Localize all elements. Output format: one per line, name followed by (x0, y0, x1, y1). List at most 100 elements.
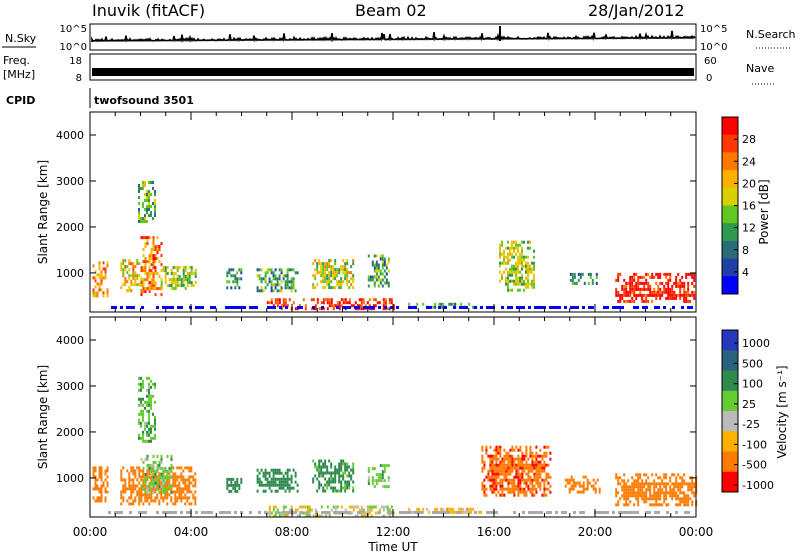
colorbar-swatch (722, 117, 738, 136)
data-cell (178, 266, 181, 269)
data-cell (480, 510, 483, 514)
data-cell (172, 481, 175, 485)
data-cell (182, 275, 185, 278)
data-cell (322, 489, 325, 493)
ground-scatter-cell (408, 511, 411, 514)
data-cell (375, 482, 378, 486)
data-cell (144, 260, 147, 264)
data-cell (352, 259, 355, 263)
data-cell (665, 287, 668, 291)
data-cell (106, 469, 109, 473)
data-cell (146, 275, 149, 279)
ground-scatter-cell (459, 511, 462, 514)
ground-scatter-cell (516, 306, 519, 309)
data-cell (523, 240, 525, 244)
data-cell (515, 469, 518, 473)
data-cell (150, 214, 152, 217)
ground-scatter-cell (531, 511, 534, 514)
data-cell (132, 265, 135, 269)
data-cell (226, 477, 229, 481)
ground-scatter-cell (444, 511, 447, 514)
data-cell (130, 496, 133, 500)
data-cell (513, 490, 516, 494)
data-cell (371, 479, 374, 483)
data-cell (316, 268, 319, 272)
data-cell (146, 205, 148, 208)
data-cell (174, 481, 177, 485)
data-cell (507, 288, 509, 292)
data-cell (543, 484, 546, 488)
data-cell (142, 484, 145, 488)
data-cell (521, 252, 523, 256)
data-cell (689, 299, 692, 303)
nsky-line (91, 30, 696, 43)
data-cell (637, 497, 640, 501)
data-cell (276, 304, 279, 308)
ground-scatter-cell (465, 306, 468, 309)
data-cell (132, 466, 135, 470)
data-cell (264, 474, 267, 478)
data-cell (238, 277, 241, 281)
data-cell (503, 475, 506, 479)
data-cell (659, 275, 662, 279)
data-cell (617, 500, 620, 504)
data-cell (144, 266, 147, 270)
data-cell (136, 283, 139, 287)
data-cell (106, 291, 109, 295)
data-cell (142, 412, 144, 416)
data-cell (338, 465, 341, 469)
data-cell (138, 418, 140, 422)
data-cell (286, 483, 289, 487)
ground-scatter-cell (300, 511, 303, 514)
data-cell (649, 284, 652, 288)
data-cell (531, 481, 534, 485)
data-cell (172, 484, 175, 488)
data-cell (434, 302, 437, 306)
data-cell (124, 490, 127, 494)
ground-scatter-cell (426, 306, 429, 309)
data-cell (625, 287, 628, 291)
data-cell (517, 258, 519, 262)
data-cell (132, 283, 135, 287)
ground-scatter-cell (573, 306, 576, 309)
ground-scatter-cell (645, 306, 648, 309)
data-cell (136, 262, 139, 266)
data-cell (226, 271, 229, 275)
data-cell (499, 451, 502, 455)
data-cell (669, 296, 672, 300)
nsky-panel-frame (89, 23, 697, 51)
data-cell (158, 287, 161, 291)
data-cell (525, 448, 528, 452)
data-cell (387, 476, 390, 480)
data-cell (517, 487, 520, 491)
data-cell (172, 502, 175, 506)
ground-scatter-cell (624, 511, 627, 514)
data-cell (314, 474, 317, 478)
data-cell (543, 481, 546, 485)
data-cell (150, 499, 153, 503)
data-cell (154, 293, 157, 297)
data-cell (316, 298, 319, 302)
data-cell (448, 507, 451, 511)
data-cell (495, 469, 498, 473)
data-cell (176, 284, 179, 287)
ground-scatter-cell (630, 511, 633, 514)
ground-scatter-cell (513, 511, 516, 514)
data-cell (330, 286, 333, 290)
data-cell (691, 275, 694, 279)
data-cell (527, 472, 530, 476)
data-cell (142, 487, 145, 491)
data-cell (286, 274, 289, 278)
ground-scatter-cell (162, 306, 165, 309)
data-cell (340, 459, 343, 463)
nave-label: Nave (746, 62, 774, 75)
data-cell (140, 475, 143, 479)
data-cell (164, 466, 167, 470)
data-cell (499, 448, 502, 452)
data-cell (256, 468, 259, 472)
data-cell (689, 272, 692, 276)
data-cell (274, 477, 277, 481)
data-cell (623, 503, 626, 507)
ground-scatter-cell (228, 511, 231, 514)
data-cell (150, 403, 152, 407)
